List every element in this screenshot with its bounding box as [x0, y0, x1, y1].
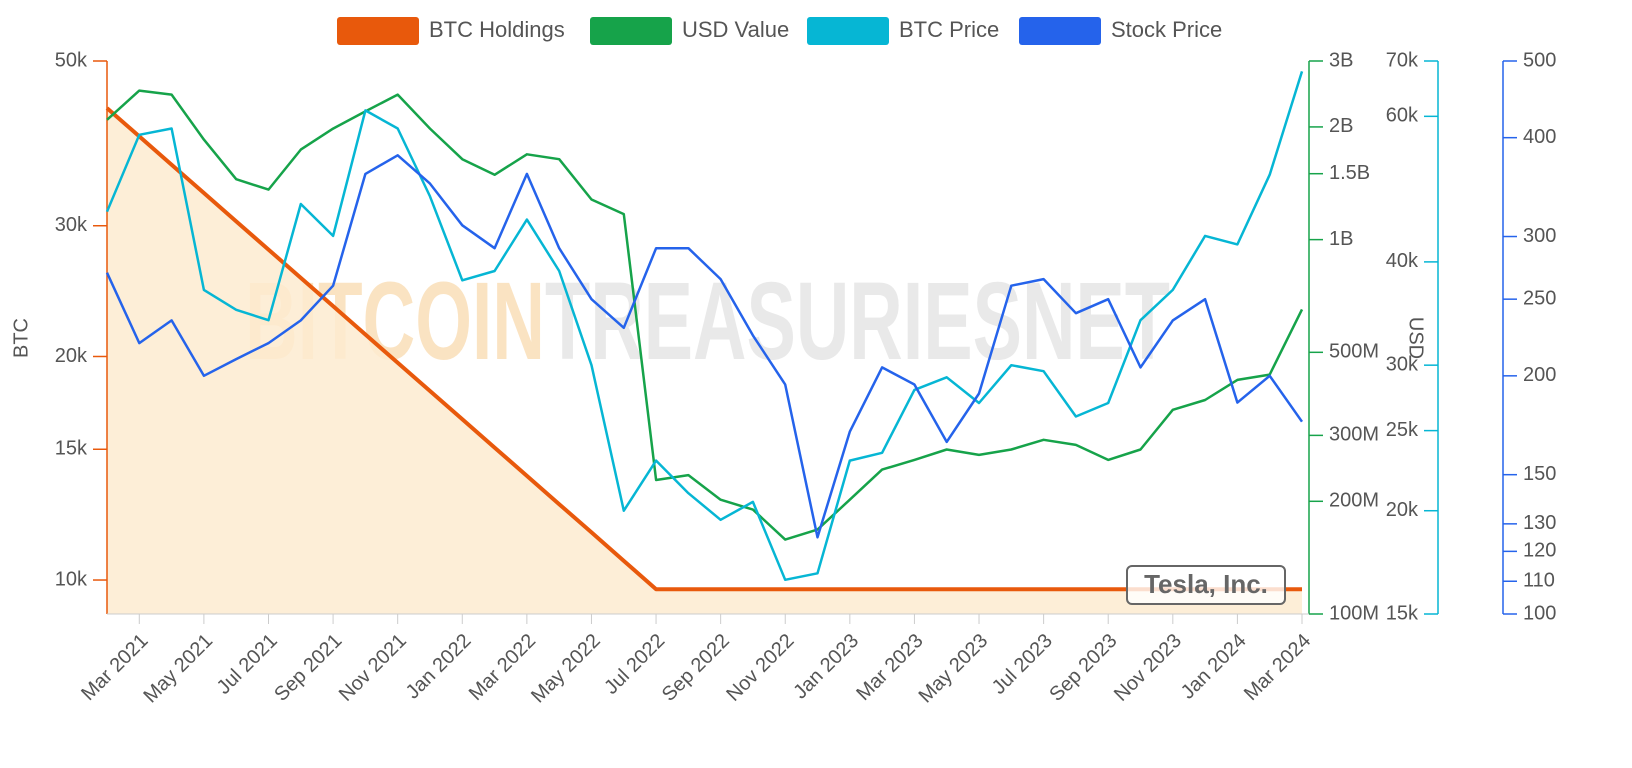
y-tick-label: 50k — [55, 49, 88, 71]
y-tick-label: 120 — [1523, 540, 1556, 562]
x-tick-label: Mar 2024 — [1240, 630, 1315, 705]
area — [107, 108, 1302, 614]
series-line — [105, 154, 1304, 539]
y-tick-label: 150 — [1523, 463, 1556, 485]
y2-axis-title: USD — [1405, 317, 1427, 359]
y-tick-label: 250 — [1523, 287, 1556, 309]
y-tick-label: 20k — [1386, 499, 1419, 521]
x-tick-label: Jan 2023 — [789, 630, 863, 704]
y-tick-label: 100 — [1523, 602, 1556, 624]
legend-swatch — [337, 17, 419, 45]
y-tick-label: 1.5B — [1329, 162, 1370, 184]
legend-swatch — [807, 17, 889, 45]
x-tick-label: Sep 2023 — [1045, 630, 1121, 706]
x-tick-label: Nov 2022 — [722, 630, 798, 706]
x-tick-label: Nov 2023 — [1110, 630, 1186, 706]
y-tick-label: 30k — [55, 214, 88, 236]
y-tick-label: 130 — [1523, 512, 1556, 534]
y-tick-label: 15k — [1386, 602, 1419, 624]
x-tick-label: Sep 2022 — [658, 630, 734, 706]
y-axis-title: BTC — [10, 318, 32, 358]
y-tick-label: 30k — [1386, 353, 1419, 375]
x-tick-label: May 2022 — [527, 630, 605, 708]
y-tick-label: 40k — [1386, 250, 1419, 272]
series-line — [105, 106, 1302, 592]
series-line — [105, 71, 1304, 582]
annotation-box — [1126, 565, 1286, 605]
y-tick-label: 10k — [55, 568, 88, 590]
y-tick-label: 110 — [1523, 570, 1555, 592]
y-tick-label: 3B — [1329, 49, 1353, 71]
y-tick-label: 200M — [1329, 490, 1379, 512]
legend-label: BTC Holdings — [429, 17, 565, 42]
y-tick-label: 70k — [1386, 49, 1419, 71]
legend-swatch — [1019, 17, 1101, 45]
legend-swatch — [590, 17, 672, 45]
series-line — [106, 89, 1304, 541]
y-tick-label: 60k — [1386, 105, 1419, 127]
y-tick-label: 15k — [55, 438, 88, 460]
y-tick-label: 400 — [1523, 126, 1556, 148]
x-tick-label: Sep 2021 — [270, 630, 346, 706]
legend-label: USD Value — [682, 17, 789, 42]
x-tick-label: Jan 2022 — [402, 630, 476, 704]
background: BITCOIN TREASURIESNET — [107, 108, 1302, 614]
x-tick-label: Jan 2024 — [1177, 630, 1251, 704]
watermark: TREASURIESNET — [545, 260, 1170, 383]
annotation: Tesla, Inc. — [1144, 569, 1268, 599]
legend-label: BTC Price — [899, 17, 999, 42]
x-tick-label: Nov 2021 — [335, 630, 411, 706]
y-tick-label: 300 — [1523, 225, 1556, 247]
legend-label: Stock Price — [1111, 17, 1222, 42]
y-tick-label: 200 — [1523, 364, 1556, 386]
y-tick-label: 25k — [1386, 419, 1419, 441]
y-tick-label: 1B — [1329, 228, 1353, 250]
y-tick-label: 100M — [1329, 602, 1379, 624]
y-tick-label: 500M — [1329, 341, 1379, 363]
y-tick-label: 2B — [1329, 115, 1353, 137]
y-tick-label: 20k — [55, 345, 88, 367]
y-tick-label: 300M — [1329, 424, 1379, 446]
y-tick-label: 500 — [1523, 49, 1556, 71]
x-tick-label: May 2023 — [915, 630, 993, 708]
x-tick-label: May 2021 — [139, 630, 217, 708]
